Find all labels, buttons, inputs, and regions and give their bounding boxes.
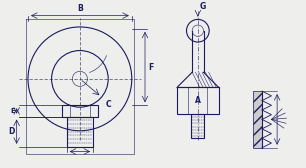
Bar (188, 87, 207, 114)
Text: E: E (10, 108, 15, 114)
Bar (191, 114, 204, 138)
Bar (62, 105, 98, 117)
Bar (177, 87, 218, 114)
Bar (67, 117, 93, 147)
Text: G: G (200, 2, 206, 11)
Text: D: D (8, 127, 15, 136)
Text: C: C (105, 100, 111, 109)
Bar (252, 91, 262, 148)
Bar (69, 105, 90, 117)
Text: A: A (195, 96, 201, 105)
Text: F: F (148, 62, 153, 72)
Text: B: B (77, 4, 83, 13)
